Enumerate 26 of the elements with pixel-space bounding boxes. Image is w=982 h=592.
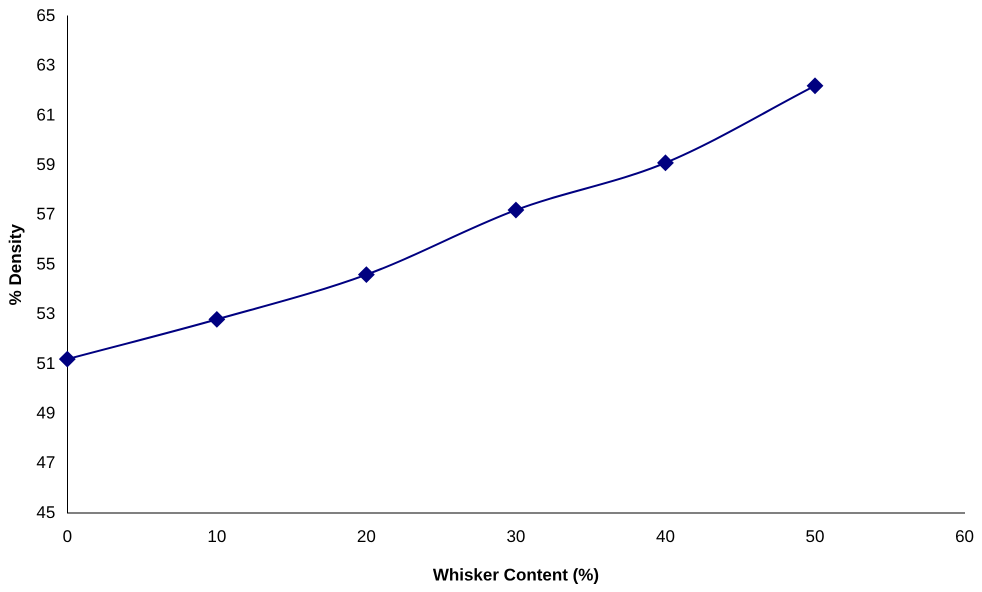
x-tick-label: 30 — [506, 527, 526, 546]
point — [657, 154, 674, 171]
y-tick-label: 49 — [36, 403, 56, 422]
y-tick-label: 61 — [36, 105, 56, 124]
x-axis-title: Whisker Content (%) — [432, 565, 600, 584]
point — [807, 78, 824, 94]
y-tick-label: 65 — [36, 6, 56, 25]
x-tick-label: 20 — [356, 527, 376, 546]
y-tick-label: 63 — [36, 56, 56, 75]
x-tick-label: 50 — [806, 527, 824, 546]
y-tick-label: 59 — [36, 154, 56, 174]
x-tick-label: 0 — [62, 527, 72, 546]
y-tick-label: 51 — [36, 354, 56, 373]
point — [358, 266, 374, 283]
y-axis-title: % Density — [6, 224, 25, 306]
y-tick-label: 45 — [36, 502, 56, 522]
x-tick-label: 40 — [656, 527, 675, 546]
point — [59, 351, 76, 368]
y-tick-label: 47 — [36, 453, 56, 472]
x-tick-label: 10 — [207, 527, 226, 546]
y-tick-label: 53 — [36, 304, 56, 324]
point — [508, 202, 524, 218]
point — [208, 311, 225, 328]
x-tick-label: 60 — [955, 527, 974, 546]
y-tick-label: 57 — [36, 204, 56, 224]
y-tick-label: 55 — [36, 254, 56, 274]
